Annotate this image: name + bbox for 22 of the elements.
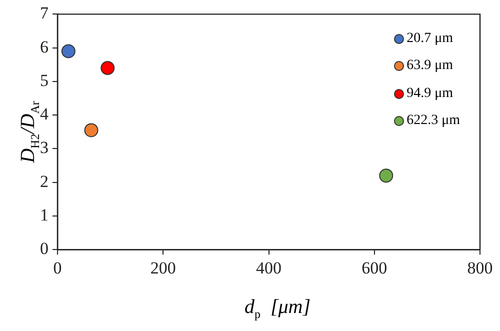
- y-tick-label: 7: [40, 4, 49, 23]
- point: [379, 168, 394, 183]
- x-tick-label: 0: [53, 258, 62, 278]
- y-tick-label: 3: [40, 138, 48, 158]
- x-tick-label: 800: [467, 258, 493, 278]
- y-tick-label: 5: [40, 70, 48, 90]
- point: [61, 44, 76, 58]
- y-tick-label: 1: [40, 205, 48, 224]
- legend-label: 63.9 μm: [406, 58, 453, 74]
- y-tick-label: 0: [40, 239, 48, 258]
- y-tick-label: 2: [40, 172, 48, 191]
- x-axis-title: d$_{p}$ [μm]: [243, 296, 312, 322]
- x-tick-label: 200: [150, 258, 176, 278]
- y-tick-label: 4: [40, 104, 49, 124]
- legend-label: 94.9 μm: [406, 86, 453, 102]
- point: [84, 123, 98, 138]
- x-tick-label: 600: [362, 258, 388, 278]
- x-tick-label: 400: [256, 258, 282, 278]
- y-tick-label: 6: [40, 37, 48, 56]
- legend-label: 20.7 μm: [406, 30, 453, 47]
- point: [100, 61, 115, 76]
- legend-label: 622.3 μm: [406, 113, 460, 130]
